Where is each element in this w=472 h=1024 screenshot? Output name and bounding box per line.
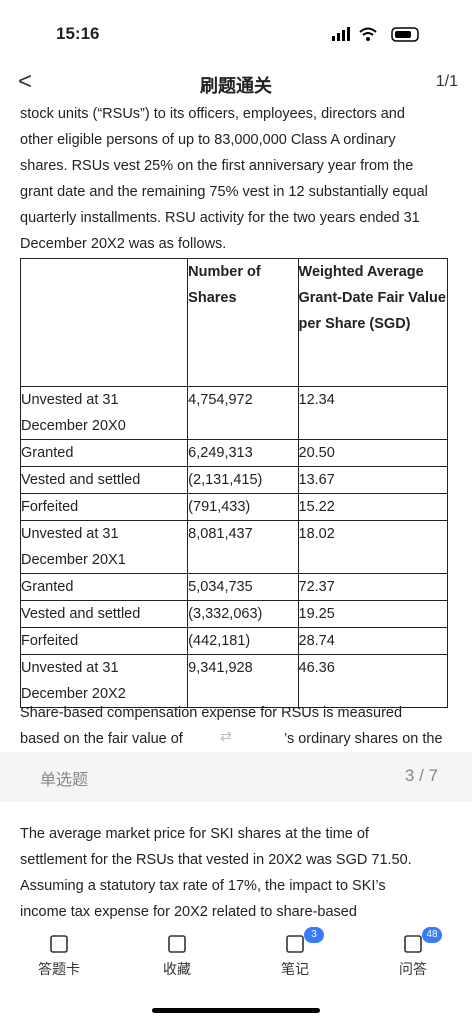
table-row: Granted 5,034,735 72.37: [19, 573, 449, 601]
table-cell: Unvested at 31 December 20X1: [19, 520, 189, 574]
table-cell: 8,081,437: [187, 520, 299, 574]
tab-icon: [404, 935, 422, 953]
table-cell: Vested and settled: [19, 466, 189, 494]
table-cell: 20.50: [297, 439, 449, 467]
table-cell: Unvested at 31 December 20X0: [19, 386, 189, 440]
nav-title: 刷题通关: [200, 76, 272, 96]
tab-label: 笔记: [281, 961, 309, 977]
text-line: quarterly installments. RSU activity for…: [20, 210, 420, 226]
text-line: December 20X2 was as follows.: [20, 236, 227, 252]
text-line: ’s ordinary shares on the: [284, 731, 443, 747]
table-cell: 13.67: [297, 466, 449, 494]
tab-icon: [168, 935, 186, 953]
question-header: 单选题 3 / 7: [0, 752, 472, 802]
text-line: stock units (“RSUs”) to its officers, em…: [20, 106, 405, 122]
table-row: Forfeited (442,181) 28.74: [19, 627, 449, 655]
home-indicator: [152, 1008, 320, 1013]
text-line: other eligible persons of up to 83,000,0…: [20, 132, 396, 148]
table-row: Unvested at 31 December 20X2 9,341,928 46.…: [19, 654, 449, 708]
text-line: based on the fair value of: [20, 731, 183, 747]
table-cell: (442,181): [187, 627, 299, 655]
tab-badge: 3: [304, 927, 324, 943]
tab-label: 问答: [399, 961, 427, 977]
table-cell: (791,433): [187, 493, 299, 521]
table-row: Granted 6,249,313 20.50: [19, 439, 449, 467]
tab-badge: 48: [422, 927, 442, 943]
tab-label: 收藏: [163, 961, 191, 977]
page-indicator: 1/1: [435, 73, 458, 90]
table-cell: 4,754,972: [187, 386, 299, 440]
table-cell: Forfeited: [19, 493, 189, 521]
text-line: income tax expense for 20X2 related to s…: [20, 904, 357, 920]
table-cell: Granted: [19, 439, 189, 467]
tab[interactable]: 答题卡: [14, 925, 104, 985]
tab-label: 答题卡: [38, 961, 80, 977]
table-cell: 19.25: [297, 600, 449, 628]
table-cell: 28.74: [297, 627, 449, 655]
table-cell: 72.37: [297, 573, 449, 601]
table-cell: (3,332,063): [187, 600, 299, 628]
table-cell: 46.36: [297, 654, 449, 708]
tab[interactable]: 笔记 3: [250, 925, 340, 985]
tab[interactable]: 收藏: [132, 925, 222, 985]
drag-handle[interactable]: ⇄: [220, 728, 232, 744]
rsu-table: Number of Shares Weighted Average Grant-D…: [19, 258, 449, 708]
table-cell: Unvested at 31 December 20X2: [19, 654, 189, 708]
text-line: settlement for the RSUs that vested in 2…: [20, 852, 412, 868]
tab-icon: [286, 935, 304, 953]
text-line: Share-based compensation expense for RSU…: [20, 705, 403, 721]
tab-bar: 答题卡 收藏 笔记 3 问答 48: [0, 925, 472, 985]
header-cell: Number of Shares: [187, 258, 299, 387]
table-cell: Granted: [19, 573, 189, 601]
text-line: Assuming a statutory tax rate of 17%, th…: [20, 878, 386, 894]
tab-icon: [50, 935, 68, 953]
table-cell: 9,341,928: [187, 654, 299, 708]
status-icons: [332, 27, 419, 42]
tab[interactable]: 问答 48: [368, 925, 458, 985]
table-row: Forfeited (791,433) 15.22: [19, 493, 449, 521]
table-cell: Vested and settled: [19, 600, 189, 628]
table-cell: (2,131,415): [187, 466, 299, 494]
header-cell: Weighted Average Grant-Date Fair Value p…: [297, 258, 449, 387]
table-cell: 5,034,735: [187, 573, 299, 601]
table-row: Vested and settled (2,131,415) 13.67: [19, 466, 449, 494]
question-type: 单选题: [40, 772, 89, 789]
text-line: The average market price for SKI shares …: [20, 826, 369, 842]
header-row: Number of Shares Weighted Average Grant-D…: [19, 258, 449, 387]
table-cell: 6,249,313: [187, 439, 299, 467]
table-row: Vested and settled (3,332,063) 19.25: [19, 600, 449, 628]
text-line: grant date and the remaining 75% vest in…: [20, 184, 428, 200]
text-line: shares. RSUs vest 25% on the first anniv…: [20, 158, 414, 174]
table-row: Unvested at 31 December 20X0 4,754,972 12.…: [19, 386, 449, 440]
table-cell: 18.02: [297, 520, 449, 574]
header-cell: [19, 258, 189, 387]
time: 15:16: [56, 24, 100, 43]
table-cell: Forfeited: [19, 627, 189, 655]
question-progress: 3 / 7: [404, 766, 438, 785]
back-button[interactable]: <: [18, 68, 33, 95]
table-cell: 15.22: [297, 493, 449, 521]
table-cell: 12.34: [297, 386, 449, 440]
table-row: Unvested at 31 December 20X1 8,081,437 18.…: [19, 520, 449, 574]
